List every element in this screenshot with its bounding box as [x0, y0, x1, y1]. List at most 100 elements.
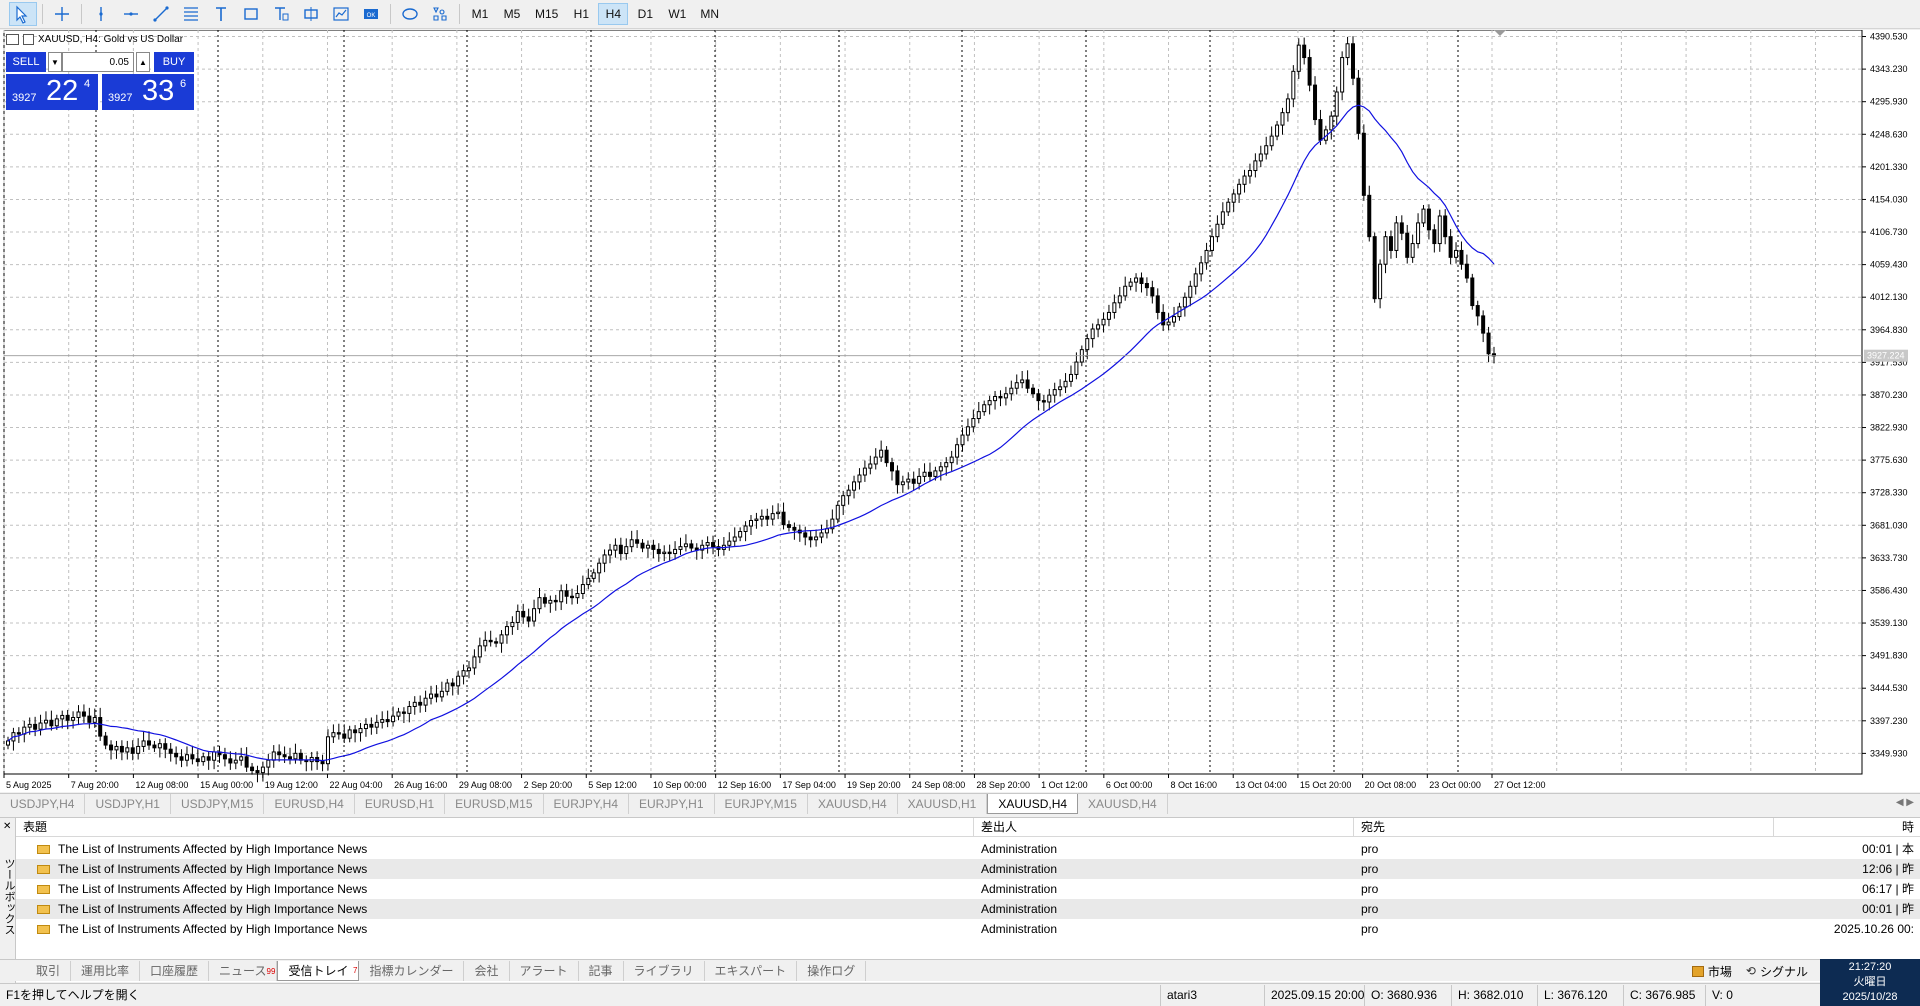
inbox-row[interactable]: The List of Instruments Affected by High…	[16, 919, 1920, 939]
chart-window[interactable]: 4390.530 4343.230 4295.930 4248.630 4201.330…	[0, 30, 1920, 792]
timeframe-d1-button[interactable]: D1	[637, 7, 654, 21]
timeframe-h4-button[interactable]: H4	[598, 3, 629, 25]
y-tick-label: 3822.930	[1870, 423, 1908, 433]
terminal-tab[interactable]: エキスパート	[705, 960, 798, 981]
candle-body	[1285, 98, 1290, 114]
rectangle-tool-button[interactable]	[237, 2, 265, 26]
candle-body	[1367, 194, 1372, 238]
candle-body	[391, 715, 396, 723]
text-tool-button[interactable]	[207, 2, 235, 26]
mail-icon	[37, 925, 50, 935]
sell-price[interactable]: 3927 22 4	[6, 74, 98, 110]
terminal-tab[interactable]: 記事	[579, 960, 624, 981]
ok-button[interactable]: OK	[357, 2, 385, 26]
chart-tab[interactable]: USDJPY,H1	[85, 794, 171, 814]
candle-body	[114, 745, 119, 751]
y-tick-label: 3775.630	[1870, 455, 1908, 465]
column-time[interactable]: 時	[1901, 820, 1914, 834]
lot-size-input[interactable]: 0.05	[62, 52, 134, 72]
inbox-row[interactable]: The List of Instruments Affected by High…	[16, 899, 1920, 919]
clock-time: 21:27:20	[1848, 961, 1892, 973]
candle-body	[320, 761, 325, 765]
candle-body	[1009, 387, 1014, 395]
chart-tab[interactable]: USDJPY,H4	[0, 794, 86, 814]
timeframe-m1-button[interactable]: M1	[471, 7, 489, 21]
terminal-tab[interactable]: ニュース 99	[209, 960, 278, 981]
timeframe-m15-button[interactable]: M15	[535, 7, 559, 21]
close-icon[interactable]: ✕	[3, 821, 12, 832]
timeframe-m5-button[interactable]: M5	[503, 7, 521, 21]
shapes-menu-button[interactable]	[426, 2, 454, 26]
candle-body	[353, 729, 358, 734]
signal-button[interactable]: ⟲ シグナル	[1746, 963, 1808, 980]
event-tool-button[interactable]	[297, 2, 325, 26]
terminal-tab[interactable]: 指標カレンダー	[359, 960, 465, 981]
terminal-tab[interactable]: 口座履歴	[140, 960, 210, 981]
inbox-row[interactable]: The List of Instruments Affected by High…	[16, 879, 1920, 899]
chart-tab[interactable]: EURUSD,H1	[355, 794, 446, 814]
vertical-line-tool-button[interactable]	[87, 2, 115, 26]
trendline-tool-button[interactable]	[147, 2, 175, 26]
candle-body	[743, 525, 748, 533]
candle-body	[363, 723, 368, 730]
candle-body	[1481, 315, 1486, 334]
terminal-tab[interactable]: 受信トレイ 7	[277, 960, 360, 981]
column-from[interactable]: 差出人	[974, 818, 1354, 837]
chart-type-icon[interactable]	[23, 34, 34, 45]
chart-tab[interactable]: EURJPY,M15	[715, 794, 808, 814]
terminal-tab[interactable]: 運用比率	[71, 960, 141, 981]
chart-tab[interactable]: XAUUSD,H1	[898, 794, 988, 814]
lot-down-arrow-icon[interactable]: ▼	[48, 52, 62, 72]
system-clock: 21:27:20 火曜日 2025/10/28	[1820, 959, 1920, 1006]
x-tick-label: 6 Oct 00:00	[1106, 780, 1153, 790]
lot-up-arrow-icon[interactable]: ▲	[136, 52, 150, 72]
market-button[interactable]: 市場	[1691, 963, 1732, 980]
horizontal-line-tool-button[interactable]	[117, 2, 145, 26]
chart-tab[interactable]: XAUUSD,H4	[987, 794, 1079, 814]
tab-scroll-arrow-icon[interactable]: ◀ ▶	[1895, 797, 1914, 808]
status-profile[interactable]: atari3	[1160, 984, 1264, 1006]
cursor-tool-button[interactable]	[9, 2, 37, 26]
candle-body	[1166, 321, 1171, 326]
chart-tab[interactable]: EURJPY,H4	[544, 794, 630, 814]
terminal-tab[interactable]: 会社	[464, 960, 510, 981]
terminal-tab-label: エキスパート	[714, 963, 787, 978]
text-icon	[216, 7, 226, 21]
terminal-tab[interactable]: 操作ログ	[797, 960, 867, 981]
candle-body	[542, 597, 547, 604]
y-tick-label: 3964.830	[1870, 325, 1908, 335]
inbox-row[interactable]: The List of Instruments Affected by High…	[16, 839, 1920, 859]
inbox-row[interactable]: The List of Instruments Affected by High…	[16, 859, 1920, 879]
chart-tab[interactable]: EURJPY,H1	[629, 794, 715, 814]
terminal-tab[interactable]: 取引	[26, 960, 72, 981]
chart-tab[interactable]: EURUSD,H4	[264, 794, 355, 814]
candle-body	[835, 504, 840, 520]
chart-tab[interactable]: EURUSD,M15	[445, 794, 544, 814]
column-subject[interactable]: 表題	[16, 818, 974, 837]
candle-body	[1242, 175, 1247, 185]
timeframe-mn-button[interactable]: MN	[700, 7, 720, 21]
chart-tab[interactable]: XAUUSD,H4	[808, 794, 898, 814]
timeframe-h1-button[interactable]: H1	[573, 7, 590, 21]
candlestick-chart[interactable]: 4390.530 4343.230 4295.930 4248.630 4201.330…	[0, 30, 1920, 792]
timeframe-w1-button[interactable]: W1	[668, 7, 687, 21]
buy-price[interactable]: 3927 33 6	[102, 74, 194, 110]
text-label-tool-button[interactable]	[267, 2, 295, 26]
candle-body	[597, 562, 602, 574]
chart-tool-button[interactable]	[327, 2, 355, 26]
chart-tab[interactable]: XAUUSD,H4	[1078, 794, 1168, 814]
buy-button[interactable]: BUY	[154, 52, 194, 72]
chart-tab[interactable]: USDJPY,M15	[171, 794, 265, 814]
ellipse-tool-button[interactable]	[396, 2, 424, 26]
candle-body	[570, 595, 575, 599]
terminal-tab[interactable]: アラート	[510, 960, 579, 981]
chart-properties-icon[interactable]	[6, 34, 19, 45]
crosshair-tool-button[interactable]	[48, 2, 76, 26]
cursor-icon	[16, 5, 28, 24]
sell-button[interactable]: SELL	[6, 52, 46, 72]
column-to[interactable]: 宛先	[1354, 818, 1774, 837]
candle-body	[770, 513, 775, 520]
terminal-tab[interactable]: ライブラリ	[624, 960, 705, 981]
x-tick-label: 13 Oct 04:00	[1235, 780, 1287, 790]
fibonacci-tool-button[interactable]	[177, 2, 205, 26]
